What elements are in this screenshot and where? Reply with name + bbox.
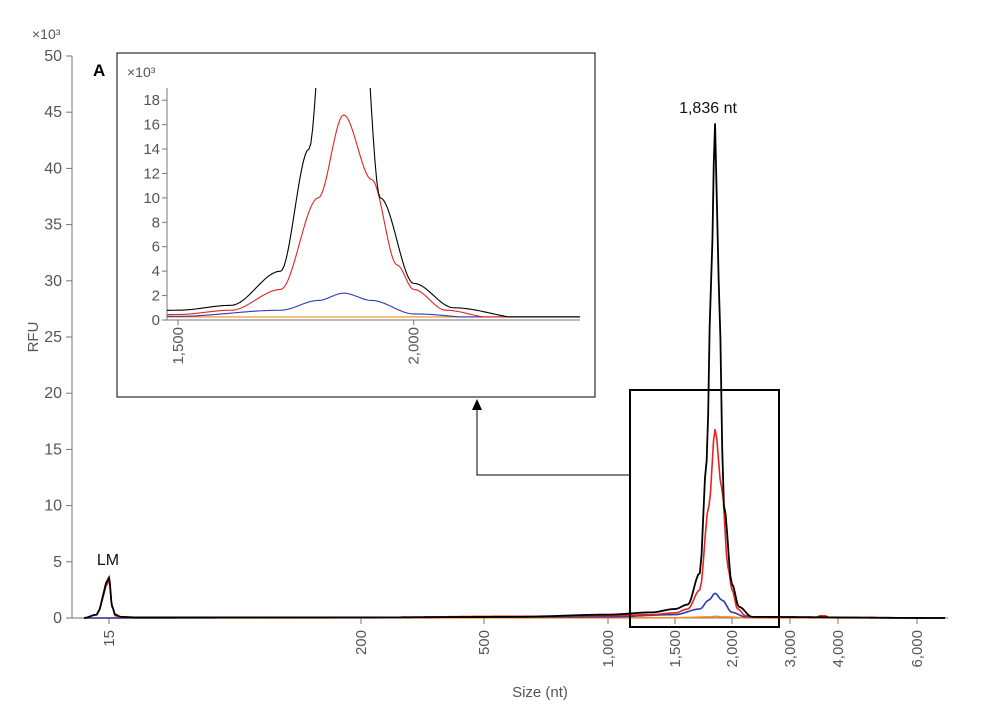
inset-x-tick-label: 2,000	[406, 327, 423, 365]
zoom-region-box	[629, 389, 780, 628]
inset-y-tick-label: 6	[152, 239, 160, 256]
y-tick-label: 35	[44, 217, 62, 234]
x-tick-label: 3,000	[782, 630, 799, 668]
inset-y-axis-ticks: 0 2 4 6 8 10 12 14 16 18	[143, 92, 167, 329]
x-tick-label: 4,000	[830, 630, 847, 668]
y-tick-label: 30	[44, 273, 62, 290]
inset-chart: A ×10³ 0 2 4 6 8 10 12 14 16 18 1,500 2,000	[93, 52, 596, 398]
y-tick-label: 15	[44, 441, 62, 458]
x-tick-label: 200	[353, 630, 370, 655]
y-tick-label: 45	[44, 104, 62, 121]
inset-frame	[116, 52, 596, 398]
y-scale-label: ×10³	[32, 26, 61, 42]
series-blue-line	[84, 592, 945, 619]
zoom-connector-line	[476, 410, 630, 476]
inset-y-tick-label: 10	[143, 190, 160, 207]
y-tick-label: 50	[44, 48, 62, 65]
inset-x-tick-label: 1,500	[170, 327, 187, 365]
inset-y-scale-label: ×10³	[127, 64, 156, 80]
x-axis-ticks: 15 200 500 1,000 1,500 2,000 3,000 4,000 6,000	[101, 618, 926, 668]
x-tick-label: 500	[476, 630, 493, 655]
y-axis-ticks: 0 5 10 15 20 25 30 35 40 45 50	[44, 48, 72, 627]
inset-y-tick-label: 12	[143, 165, 160, 182]
series-black-line	[83, 123, 945, 619]
y-tick-label: 10	[44, 498, 62, 515]
zoom-indicator	[472, 389, 780, 628]
inset-series-group	[167, 88, 580, 318]
x-tick-label: 2,000	[724, 630, 741, 668]
x-axis-label: Size (nt)	[512, 684, 568, 701]
y-tick-label: 40	[44, 160, 62, 177]
inset-x-axis-ticks: 1,500 2,000	[170, 320, 423, 365]
inset-panel-label: A	[93, 61, 105, 80]
x-tick-label: 1,000	[600, 630, 617, 668]
inset-y-tick-label: 0	[152, 312, 160, 329]
x-tick-label: 6,000	[909, 630, 926, 668]
y-tick-label: 25	[44, 329, 62, 346]
y-axis-label: RFU	[25, 322, 42, 353]
x-tick-label: 1,500	[667, 630, 684, 668]
inset-y-tick-label: 2	[152, 288, 160, 305]
zoom-connector-arrowhead	[472, 399, 482, 410]
peak-label-1836: 1,836 nt	[679, 100, 737, 117]
inset-y-tick-label: 18	[143, 92, 160, 109]
main-series-group	[83, 123, 945, 619]
y-tick-label: 5	[53, 554, 62, 571]
x-tick-label: 15	[101, 630, 118, 647]
inset-y-tick-label: 4	[152, 263, 160, 280]
y-tick-label: 0	[53, 610, 62, 627]
lower-marker-label: LM	[97, 552, 119, 569]
series-red-line	[83, 429, 945, 619]
inset-series-black-line	[167, 88, 580, 318]
inset-y-tick-label: 14	[143, 141, 160, 158]
y-tick-label: 20	[44, 385, 62, 402]
inset-y-tick-label: 16	[143, 117, 160, 134]
annotations: 1,836 nt LM	[97, 100, 738, 569]
inset-y-tick-label: 8	[152, 214, 160, 231]
